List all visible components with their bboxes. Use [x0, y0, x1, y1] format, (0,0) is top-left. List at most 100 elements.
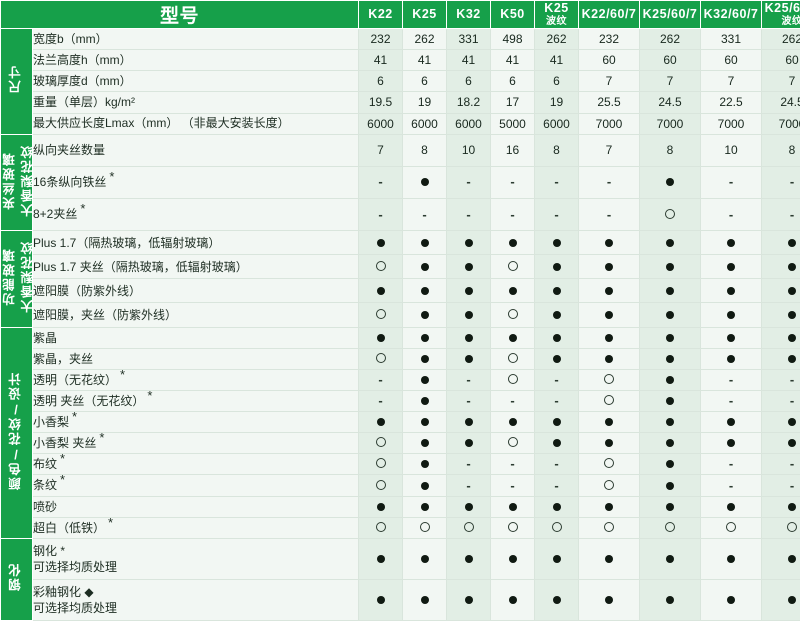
cell-value: 6000: [411, 116, 438, 131]
marker-none: -: [510, 174, 515, 190]
cell-value: 60: [602, 53, 616, 68]
cell-value: 7: [605, 143, 613, 158]
cell-r0-4-c3: 5000: [490, 112, 536, 135]
cell-r3-1-c6: [639, 347, 702, 370]
marker-filled: [666, 554, 675, 563]
cell-value: 7000: [717, 116, 745, 131]
cell-r0-0-c7: 331: [700, 27, 763, 51]
marker-hollow: [375, 260, 386, 271]
cell-r0-1-c7: 60: [700, 49, 763, 72]
column-header-7[interactable]: K32/60/7: [700, 0, 763, 29]
table-row: 颜色/花纹/设计 紫晶: [0, 326, 800, 539]
footnote-marker: *: [109, 169, 115, 185]
cell-r3-8-c0: [358, 495, 404, 518]
cell-r2-2-c0: [358, 278, 404, 304]
cell-r0-2-c5: 7: [578, 70, 641, 93]
marker-filled: [376, 238, 385, 247]
marker-none: -: [554, 206, 559, 222]
cell-r4-1-c5: [578, 578, 641, 621]
footnote-marker: *: [60, 472, 66, 488]
marker-filled: [552, 238, 561, 247]
cell-r0-1-c4: 41: [534, 49, 580, 72]
column-header-8[interactable]: K25/60/7波纹: [761, 0, 800, 29]
cell-value: 6: [465, 74, 472, 89]
column-header-2[interactable]: K32: [446, 0, 492, 29]
marker-none: -: [554, 174, 559, 190]
column-header-1[interactable]: K25: [402, 0, 448, 29]
table-row: 透明（无花纹） * - - - - -: [1, 368, 800, 391]
table-row: 透明 夹丝（无花纹） * - - - - - -: [1, 389, 800, 413]
marker-hollow: [551, 521, 562, 532]
marker-filled: [508, 238, 517, 247]
cell-r2-3-c2: [446, 302, 492, 328]
cell-r1-1-c0: -: [358, 165, 404, 199]
cell-r3-2-c4: -: [534, 368, 580, 391]
marker-none: -: [789, 477, 795, 493]
marker-filled: [420, 481, 429, 490]
cell-r2-3-c7: [700, 302, 763, 328]
row-label: 喷砂: [31, 495, 360, 518]
cell-r0-1-c8: 60: [761, 49, 800, 72]
marker-filled: [420, 286, 429, 295]
category-cell-3: 颜色/花纹/设计: [0, 326, 33, 539]
marker-hollow: [604, 458, 615, 469]
marker-filled: [376, 554, 385, 563]
cell-value: 41: [417, 53, 432, 68]
category-label: 夹丝玻璃 大香梨花纹: [3, 143, 36, 217]
marker-filled: [666, 439, 675, 448]
cell-value: 6000: [543, 116, 570, 131]
marker-none: -: [554, 456, 559, 472]
column-header-0[interactable]: K22: [358, 0, 404, 29]
cell-r3-8-c4: [534, 495, 580, 518]
row-label: 小香梨 夹丝 *: [31, 431, 360, 455]
row-label: 遮阳膜，夹丝（防紫外线）: [31, 302, 360, 328]
cell-r3-8-c6: [639, 495, 702, 518]
cell-r3-2-c5: [578, 368, 641, 391]
cell-r0-4-c5: 7000: [578, 112, 641, 135]
marker-none: -: [606, 174, 612, 190]
cell-r0-1-c3: 41: [490, 49, 536, 72]
cell-r1-0-c8: 8: [761, 133, 800, 167]
cell-r3-9-c3: [490, 516, 536, 539]
cell-r1-0-c7: 10: [700, 133, 763, 167]
marker-none: -: [466, 174, 471, 190]
cell-r2-1-c3: [490, 254, 536, 280]
cell-r1-2-c8: -: [761, 197, 800, 232]
cell-r3-1-c0: [358, 347, 404, 370]
row-label: 遮阳膜（防紫外线）: [31, 278, 360, 304]
marker-filled: [788, 502, 797, 511]
marker-none: -: [728, 371, 734, 387]
cell-value: 19: [417, 95, 432, 110]
cell-r4-1-c2: [446, 578, 492, 621]
cell-r0-1-c2: 41: [446, 49, 492, 72]
marker-filled: [464, 354, 473, 363]
marker-none: -: [510, 393, 515, 409]
row-label: 宽度b（mm）: [31, 27, 360, 51]
cell-value: 41: [549, 53, 564, 68]
marker-filled: [727, 354, 736, 363]
cell-r3-6-c2: -: [446, 453, 492, 476]
column-header-3[interactable]: K50: [490, 0, 536, 29]
marker-filled: [727, 311, 736, 320]
column-header-4[interactable]: K25 波纹: [534, 0, 580, 29]
cell-r3-4-c8: [761, 411, 800, 434]
marker-none: -: [606, 206, 612, 222]
cell-r0-0-c4: 262: [534, 27, 580, 51]
cell-r0-3-c6: 24.5: [639, 91, 702, 114]
marker-none: -: [789, 371, 795, 387]
marker-none: -: [789, 206, 795, 222]
column-header-5[interactable]: K22/60/7: [578, 0, 641, 29]
row-label: 玻璃厚度d（mm）: [31, 70, 360, 93]
cell-r2-2-c7: [700, 278, 763, 304]
cell-r4-0-c3: [490, 537, 536, 580]
marker-none: -: [378, 371, 383, 387]
marker-filled: [420, 262, 429, 271]
cell-r3-0-c4: [534, 326, 580, 349]
marker-hollow: [507, 352, 518, 363]
cell-r3-5-c0: [358, 432, 404, 455]
column-header-6[interactable]: K25/60/7: [639, 0, 702, 29]
cell-r2-1-c1: [402, 254, 448, 280]
marker-filled: [605, 595, 614, 604]
marker-filled: [420, 178, 429, 187]
